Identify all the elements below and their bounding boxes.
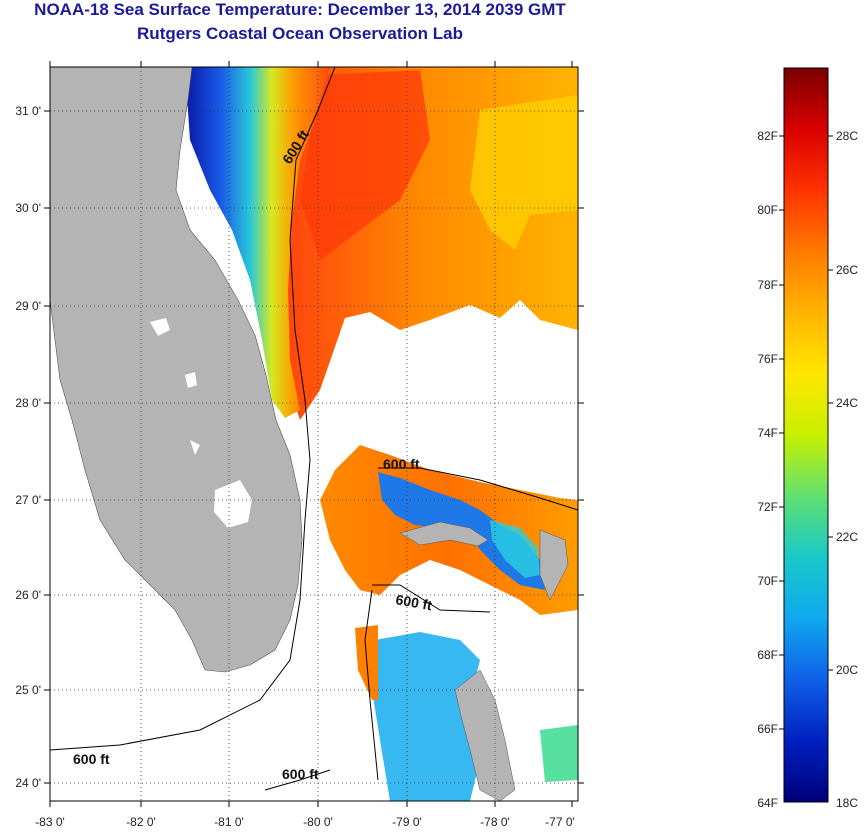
colorbar-label-f: 68F bbox=[757, 648, 778, 662]
sst-southeast-patch bbox=[540, 725, 578, 782]
colorbar-label-f: 80F bbox=[757, 203, 778, 217]
sst-north-yellow-patch bbox=[470, 95, 578, 250]
lon-label: -82 0' bbox=[126, 815, 156, 829]
latitude-labels: 31 0' 30 0' 29 0' 28 0' 27 0' 26 0' 25 0… bbox=[15, 104, 41, 790]
lat-label: 27 0' bbox=[15, 493, 41, 507]
lat-label: 28 0' bbox=[15, 396, 41, 410]
colorbar-label-f: 76F bbox=[757, 352, 778, 366]
map-area bbox=[50, 67, 578, 801]
sst-north-red-core bbox=[300, 70, 430, 260]
longitude-labels: -83 0' -82 0' -81 0' -80 0' -79 0' -78 0… bbox=[35, 815, 575, 829]
colorbar-label-f: 74F bbox=[757, 426, 778, 440]
isobath-line-bahamas-north bbox=[378, 467, 578, 511]
colorbar-label-c: 22C bbox=[836, 530, 858, 544]
lon-label: -78 0' bbox=[480, 815, 510, 829]
colorbar-label-f: 72F bbox=[757, 500, 778, 514]
colorbar-ticks bbox=[779, 135, 833, 730]
colorbar bbox=[783, 67, 829, 803]
sst-southern-cool-water bbox=[372, 632, 480, 801]
sst-bahamas-cyan bbox=[490, 520, 540, 578]
lon-label: -79 0' bbox=[392, 815, 422, 829]
lon-label: -81 0' bbox=[214, 815, 244, 829]
contour-label-600ft: 600 ft bbox=[73, 751, 110, 767]
land-east-bahamas bbox=[539, 529, 569, 601]
lat-label: 26 0' bbox=[15, 588, 41, 602]
isobath-line-straits bbox=[364, 589, 379, 781]
lat-label: 29 0' bbox=[15, 299, 41, 313]
isobath-line-bahamas-south bbox=[372, 584, 491, 613]
colorbar-label-f: 64F bbox=[757, 796, 778, 810]
map-subtitle: Rutgers Coastal Ocean Observation Lab bbox=[137, 24, 463, 43]
colorbar-label-c: 28C bbox=[836, 129, 858, 143]
lat-label: 31 0' bbox=[15, 104, 41, 118]
colorbar-label-f: 78F bbox=[757, 278, 778, 292]
axis-ticks bbox=[44, 61, 584, 807]
map-frame bbox=[49, 66, 579, 802]
lon-label: -77 0' bbox=[545, 815, 575, 829]
colorbar-fahrenheit-labels: 82F 80F 78F 76F 74F 72F 70F 68F 66F 64F bbox=[757, 129, 778, 810]
contour-label-600ft: 600 ft bbox=[282, 766, 319, 782]
inland-lake bbox=[185, 372, 197, 388]
colorbar-label-c: 26C bbox=[836, 263, 858, 277]
graticule-grid bbox=[50, 67, 578, 801]
lat-label: 24 0' bbox=[15, 776, 41, 790]
inland-lake bbox=[190, 440, 200, 455]
colorbar-label-c: 24C bbox=[836, 396, 858, 410]
colorbar-label-f: 66F bbox=[757, 722, 778, 736]
isobath-line-south bbox=[264, 769, 331, 791]
lon-label: -83 0' bbox=[35, 815, 65, 829]
lon-label: -80 0' bbox=[303, 815, 333, 829]
contour-label-600ft: 600 ft bbox=[394, 591, 433, 613]
colorbar-label-c: 18C bbox=[836, 796, 858, 810]
colorbar-label-f: 70F bbox=[757, 574, 778, 588]
isobath-line-east-florida bbox=[50, 67, 336, 751]
inland-lake bbox=[150, 318, 170, 336]
lake-okeechobee bbox=[214, 480, 252, 528]
land-grand-bahama bbox=[399, 521, 489, 547]
map-title: NOAA-18 Sea Surface Temperature: Decembe… bbox=[34, 0, 566, 19]
land-andros bbox=[454, 669, 516, 801]
colorbar-label-c: 20C bbox=[836, 663, 858, 677]
isobath-600ft-contours bbox=[50, 67, 578, 791]
lat-label: 25 0' bbox=[15, 683, 41, 697]
colorbar-label-f: 82F bbox=[757, 129, 778, 143]
contour-label-600ft: 600 ft bbox=[383, 456, 420, 472]
lat-label: 30 0' bbox=[15, 201, 41, 215]
colorbar-celsius-labels: 28C 26C 24C 22C 20C 18C bbox=[836, 129, 858, 810]
sst-coastal-gradient bbox=[185, 67, 330, 418]
